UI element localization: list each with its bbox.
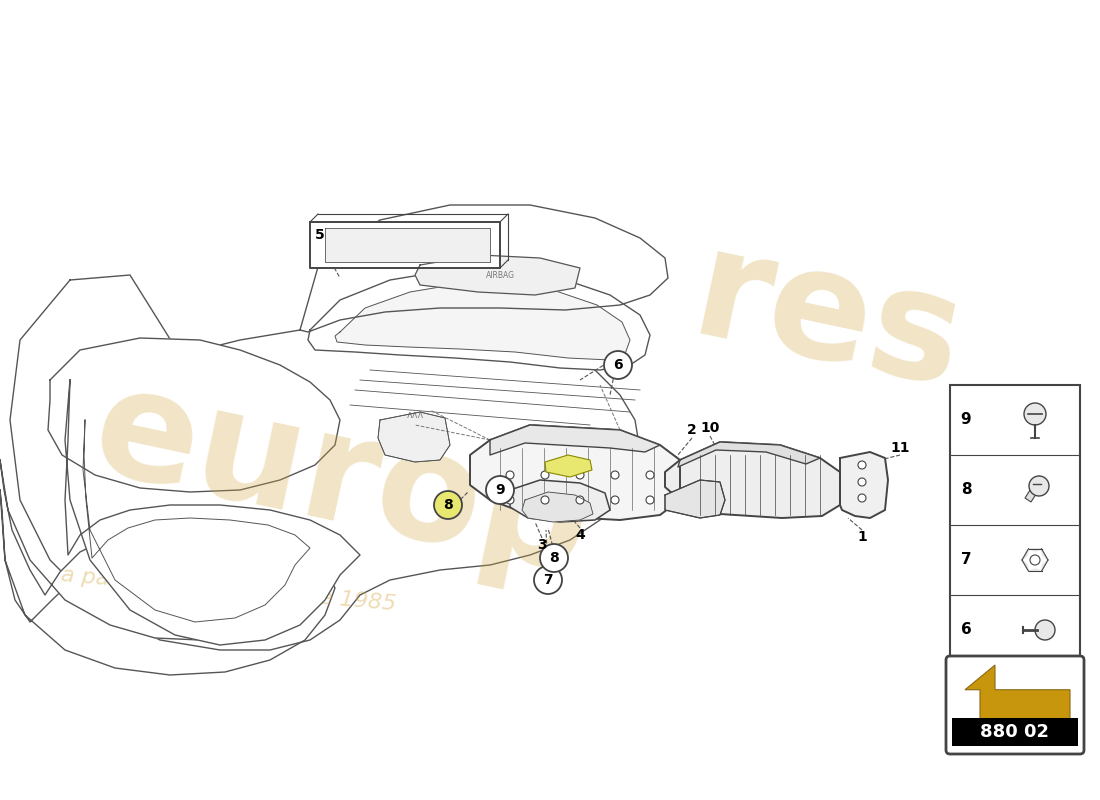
- Circle shape: [1035, 620, 1055, 640]
- Polygon shape: [965, 665, 1070, 720]
- Circle shape: [506, 471, 514, 479]
- Polygon shape: [522, 492, 593, 522]
- Polygon shape: [0, 460, 320, 640]
- Circle shape: [604, 351, 632, 379]
- Circle shape: [858, 478, 866, 486]
- Text: 6: 6: [613, 358, 623, 372]
- Circle shape: [858, 494, 866, 502]
- Polygon shape: [324, 228, 490, 262]
- Polygon shape: [48, 338, 340, 492]
- Circle shape: [1028, 476, 1049, 496]
- Text: 880 02: 880 02: [980, 723, 1049, 741]
- Text: 6: 6: [960, 622, 971, 638]
- Text: res: res: [680, 219, 975, 421]
- Circle shape: [1024, 403, 1046, 425]
- Circle shape: [541, 496, 549, 504]
- Text: 8: 8: [960, 482, 971, 498]
- Polygon shape: [415, 255, 580, 295]
- FancyBboxPatch shape: [950, 385, 1080, 665]
- Circle shape: [610, 496, 619, 504]
- Circle shape: [540, 544, 568, 572]
- Circle shape: [610, 471, 619, 479]
- Text: 2: 2: [688, 423, 697, 437]
- Circle shape: [541, 471, 549, 479]
- Circle shape: [486, 476, 514, 504]
- Circle shape: [506, 496, 514, 504]
- Polygon shape: [1042, 560, 1048, 571]
- FancyBboxPatch shape: [946, 656, 1084, 754]
- Circle shape: [534, 566, 562, 594]
- Text: 11: 11: [890, 441, 910, 455]
- Circle shape: [646, 496, 654, 504]
- Text: 3: 3: [537, 538, 547, 552]
- Polygon shape: [300, 205, 668, 332]
- Text: 7: 7: [960, 553, 971, 567]
- Polygon shape: [1022, 560, 1028, 571]
- Text: 10: 10: [701, 421, 719, 435]
- Polygon shape: [666, 480, 725, 518]
- Text: 9: 9: [495, 483, 505, 497]
- Text: AIRBAG: AIRBAG: [485, 270, 515, 279]
- Circle shape: [434, 491, 462, 519]
- Circle shape: [1030, 555, 1040, 565]
- Polygon shape: [1042, 549, 1048, 560]
- Polygon shape: [666, 442, 840, 518]
- Polygon shape: [336, 284, 630, 360]
- Polygon shape: [490, 425, 660, 455]
- Text: europ: europ: [80, 355, 602, 605]
- Text: 9: 9: [960, 413, 971, 427]
- Polygon shape: [378, 412, 450, 462]
- FancyBboxPatch shape: [952, 718, 1078, 746]
- Text: ᴧᴧᴧ: ᴧᴧᴧ: [406, 410, 424, 420]
- Polygon shape: [470, 425, 680, 520]
- Polygon shape: [1028, 549, 1042, 551]
- Circle shape: [646, 471, 654, 479]
- Polygon shape: [1025, 476, 1045, 502]
- Circle shape: [576, 471, 584, 479]
- Text: 5: 5: [315, 228, 324, 242]
- Polygon shape: [510, 480, 610, 522]
- Text: 7: 7: [543, 573, 553, 587]
- Polygon shape: [1022, 549, 1028, 560]
- Polygon shape: [544, 455, 592, 477]
- Text: 8: 8: [443, 498, 453, 512]
- Text: 8: 8: [549, 551, 559, 565]
- Polygon shape: [308, 270, 650, 370]
- Text: 1: 1: [857, 530, 867, 544]
- Polygon shape: [1028, 569, 1042, 571]
- Text: 4: 4: [575, 528, 585, 542]
- Circle shape: [576, 496, 584, 504]
- Polygon shape: [10, 275, 640, 650]
- Text: a passion for parts since 1985: a passion for parts since 1985: [60, 566, 397, 614]
- Polygon shape: [310, 222, 500, 268]
- Polygon shape: [678, 442, 820, 467]
- Polygon shape: [0, 490, 336, 675]
- Circle shape: [858, 461, 866, 469]
- Polygon shape: [65, 380, 360, 645]
- Polygon shape: [840, 452, 888, 518]
